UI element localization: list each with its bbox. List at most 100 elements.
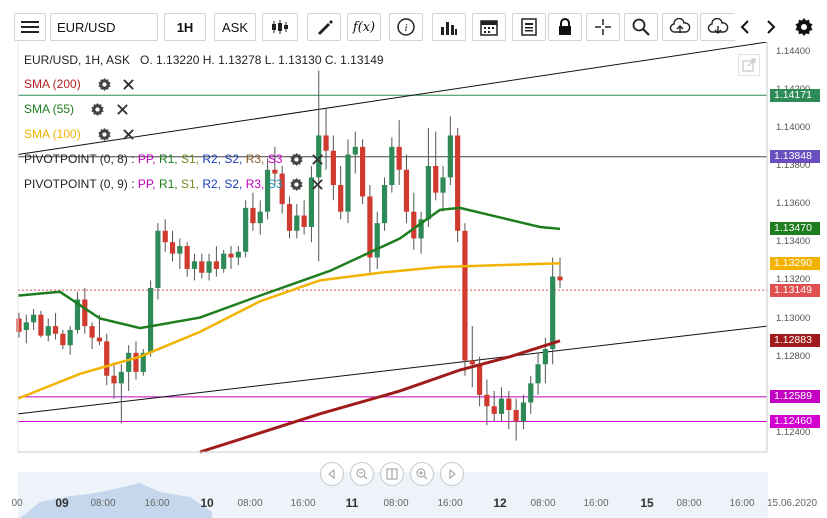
chart-navigation [320,462,464,486]
gear-icon[interactable] [98,128,111,142]
candle-body [243,207,249,252]
candle-body [206,261,212,273]
time-tick-label: 16:00 [437,498,463,509]
settings-button[interactable] [790,13,818,41]
price-level-tag: 1.13290 [770,256,820,270]
candle-body [418,219,424,239]
close-icon[interactable] [122,78,135,91]
lock-button[interactable] [548,13,582,41]
candle-body [403,169,410,212]
candle-body [257,211,263,224]
arrow-left-icon [328,469,335,479]
symbol-input[interactable]: EUR/USD [50,13,158,41]
time-tick-label: 12 [493,496,507,510]
notes-button[interactable] [512,13,546,41]
gear-icon[interactable] [91,103,104,117]
candle-body [31,314,37,323]
info-button[interactable]: i [389,13,423,41]
candle-body [38,314,44,336]
gear-icon[interactable] [290,153,304,167]
scroll-back-button[interactable] [320,462,344,486]
candle-body [213,261,219,269]
calendar-button[interactable] [472,13,506,41]
pivot-level-label: R2, [202,177,225,191]
sma-100-legend[interactable]: SMA (100) [24,127,135,142]
candle-body [250,207,256,224]
price-chart[interactable] [0,42,827,518]
pivot-level-label: R2, [202,152,225,166]
candle-body [45,326,51,336]
pivot-legend-8[interactable]: PIVOTPOINT (0, 8) : PP, R1, S1, R2, S2, … [24,152,324,167]
candle-body [118,371,124,384]
menu-icon [21,21,39,33]
close-icon[interactable] [311,178,324,191]
ohlc-info: EUR/USD, 1H, ASK O. 1.13220 H. 1.13278 L… [24,53,384,67]
candle-body [294,215,300,231]
scroll-left-button[interactable] [734,13,756,41]
time-tick-label: 15 [640,496,654,510]
function-label: f(x) [352,19,376,35]
svg-text:i: i [404,22,407,34]
candle-body [396,146,402,170]
zoom-in-icon [416,468,428,480]
chart-area[interactable]: EUR/USD, 1H, ASK O. 1.13220 H. 1.13278 L… [0,42,827,518]
candle-body [535,364,541,384]
time-tick-label: 11 [345,496,359,510]
gear-icon[interactable] [290,178,304,192]
bar-chart-icon [441,22,457,35]
candle-body [506,398,512,411]
sma-55-line [17,206,561,330]
chart-type-button[interactable] [262,13,298,41]
function-button[interactable]: f(x) [347,13,381,41]
candle-body [528,383,534,403]
price-level-tag: 1.13470 [770,222,820,236]
upload-button[interactable] [662,13,698,41]
draw-button[interactable] [307,13,341,41]
candle-body [89,326,95,338]
candle-body [104,341,110,376]
candle-body [221,253,227,269]
zoom-out-button[interactable] [350,462,374,486]
price-type-button[interactable]: ASK [214,13,256,41]
popout-button[interactable] [738,54,760,76]
sma-55-legend[interactable]: SMA (55) [24,102,129,117]
candle-body [199,261,205,273]
time-tick-label: 08:00 [676,498,702,509]
candle-body [498,398,505,414]
candle-body [272,169,278,174]
close-icon[interactable] [311,153,324,166]
pivot-legend-9[interactable]: PIVOTPOINT (0, 9) : PP, R1, S1, R2, S2, … [24,177,324,192]
crosshair-icon [595,19,611,35]
candle-body [111,375,117,384]
menu-button[interactable] [14,13,46,41]
scroll-right-button[interactable] [760,13,782,41]
fit-icon [386,468,398,480]
price-tick-label: 1.12800 [776,350,811,362]
scroll-forward-button[interactable] [440,462,464,486]
candle-body [279,173,285,205]
price-level-tag: 1.13848 [770,150,820,164]
price-level-tag: 1.14171 [770,88,820,102]
timeframe-button[interactable]: 1H [164,13,206,41]
crosshair-button[interactable] [586,13,620,41]
fit-button[interactable] [380,462,404,486]
download-button[interactable] [700,13,736,41]
time-tick-label: 16:00 [290,498,316,509]
volume-button[interactable] [432,13,466,41]
price-level-tag: 1.12589 [770,390,820,404]
pivot-level-label: S3 [267,152,283,166]
candle-body [308,177,315,227]
price-tick-label: 1.12400 [776,426,811,438]
candle-body [323,135,329,151]
gear-icon[interactable] [98,78,111,92]
sma-200-label: SMA (200) [24,77,81,91]
price-level-tag: 1.12460 [770,414,820,428]
timeframe-label: 1H [176,19,194,35]
sma-200-legend[interactable]: SMA (200) [24,77,135,92]
close-icon[interactable] [122,128,135,141]
close-icon[interactable] [116,103,129,116]
zoom-in-button[interactable] [410,462,434,486]
candle-body [513,410,519,422]
zoom-button[interactable] [624,13,658,41]
time-tick-label: 08:00 [90,498,116,509]
